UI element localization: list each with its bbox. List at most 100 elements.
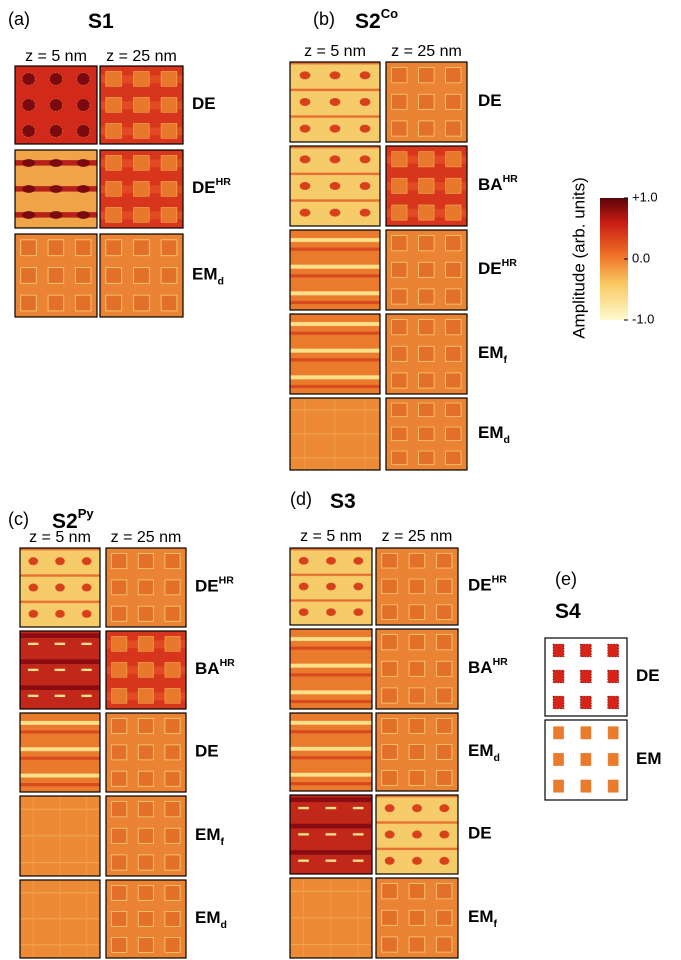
mode-profile (100, 150, 183, 228)
mode-label-base: EM (195, 825, 221, 844)
mode-label: BAHR (195, 657, 235, 679)
mode-label-base: EM (192, 265, 218, 284)
mode-label-base: DE (478, 259, 502, 278)
mode-label-base: EM (478, 423, 504, 442)
colorbar-label: Amplitude (arb. units) (569, 177, 588, 339)
mode-label-sup: HR (502, 257, 518, 269)
mode-profile (376, 878, 458, 958)
depth-label: z = 5 nm (25, 48, 87, 65)
mode-label: EMd (468, 741, 500, 763)
mode-profile (106, 713, 186, 792)
mode-label-sub: f (494, 918, 498, 930)
mode-profile (290, 62, 380, 142)
mode-profile (20, 796, 100, 876)
colorbar-tick-label: +1.0 (632, 189, 658, 204)
mode-label: DEHR (468, 573, 507, 595)
mode-label-base: DE (192, 94, 216, 113)
mode-label-base: DE (195, 742, 219, 761)
mode-label: EMd (195, 908, 227, 930)
mode-profile (386, 398, 467, 470)
panel-title-sup: Co (381, 6, 398, 21)
mode-label: EM (636, 749, 662, 768)
mode-profile (386, 230, 467, 310)
mode-label-base: DE (468, 576, 492, 595)
mode-label-sup: HR (216, 176, 232, 188)
colorbar (600, 198, 628, 320)
depth-label: z = 25 nm (111, 529, 182, 546)
panel-title-base: S1 (88, 10, 114, 33)
mode-profile (290, 713, 372, 791)
mode-label-base: DE (192, 178, 216, 197)
mode-label-base: EM (468, 741, 494, 760)
mode-label: DE (478, 91, 502, 110)
colorbar-tick-label: 0.0 (632, 250, 650, 265)
mode-profile (20, 880, 100, 958)
mode-label-base: BA (195, 659, 220, 678)
panel-title-base: S2 (355, 10, 381, 33)
mode-label-base: EM (478, 343, 504, 362)
panel-label: (b) (313, 9, 335, 29)
panel-title: S2Co (355, 6, 398, 32)
mode-profile (106, 880, 186, 958)
mode-profile (376, 713, 458, 791)
mode-label: DE (468, 824, 492, 843)
mode-label-base: DE (195, 577, 219, 596)
panel-label: (d) (290, 489, 312, 509)
depth-label: z = 25 nm (382, 528, 453, 545)
mode-profile (290, 314, 380, 394)
mode-label: EMd (192, 265, 224, 287)
colorbar-tick-label: -1.0 (632, 311, 654, 326)
mode-profile (386, 62, 467, 142)
mode-label-sup: HR (219, 574, 235, 586)
mode-label-sup: HR (492, 573, 508, 585)
mode-label-sup: HR (493, 656, 509, 668)
panel-title: S3 (330, 490, 356, 513)
mode-label-base: BA (478, 175, 503, 194)
mode-label-base: BA (468, 658, 493, 677)
mode-profile (20, 713, 100, 792)
mode-label-sup: HR (503, 173, 519, 185)
mode-profile (386, 146, 467, 226)
panel-title: S4 (555, 600, 581, 623)
mode-label-sub: f (221, 836, 225, 848)
mode-label-base: DE (636, 666, 660, 685)
mode-label-sup: HR (220, 657, 236, 669)
mode-label: EMf (478, 343, 508, 365)
mode-profile (15, 234, 97, 317)
mode-label: BAHR (478, 173, 518, 195)
panel-label: (e) (555, 569, 577, 589)
depth-label: z = 5 nm (304, 43, 366, 60)
mode-label-base: DE (468, 824, 492, 843)
mode-profile (15, 150, 97, 228)
panel-label: (a) (8, 9, 30, 29)
mode-profile (290, 878, 372, 958)
panel-title-base: S3 (330, 490, 356, 513)
mode-label-base: EM (636, 749, 662, 768)
figure: (a)S1z = 5 nmz = 25 nmDEDEHREMd(b)S2Coz … (0, 0, 681, 960)
mode-label-sub: d (221, 919, 227, 931)
mode-profile (376, 548, 458, 625)
mode-label: EMf (195, 825, 225, 847)
mode-profile (290, 629, 372, 709)
mode-profile (290, 230, 380, 310)
depth-label: z = 5 nm (29, 529, 91, 546)
mode-profile (386, 314, 467, 394)
mode-label: DEHR (192, 176, 231, 198)
mode-label-base: EM (195, 908, 221, 927)
mode-profile (290, 398, 380, 470)
mode-profile (100, 66, 183, 144)
mode-profile (106, 796, 186, 876)
mode-profile (106, 631, 186, 709)
mode-label: DEHR (195, 574, 234, 596)
mode-label: DE (192, 94, 216, 113)
mode-label-sub: d (494, 752, 500, 764)
depth-label: z = 25 nm (391, 43, 462, 60)
mode-profile (376, 795, 458, 874)
mode-profile (290, 548, 372, 625)
mode-label-base: DE (478, 91, 502, 110)
mode-profile (20, 548, 100, 627)
mode-profile (290, 795, 372, 874)
mode-profile (100, 234, 183, 317)
mode-profile (106, 548, 186, 627)
mode-label-sub: d (218, 275, 224, 287)
